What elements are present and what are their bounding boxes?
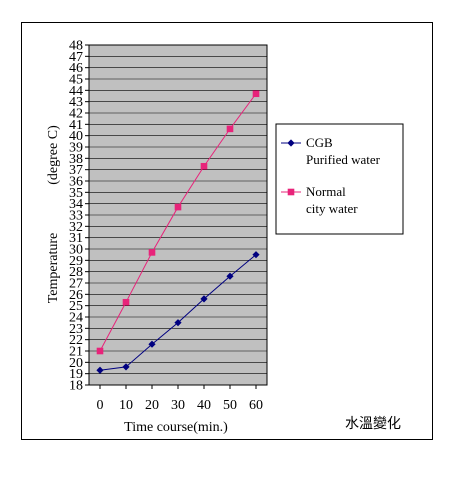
y-tick-label: 44 bbox=[69, 84, 83, 99]
legend: CGB Purified water Normal city water bbox=[275, 123, 404, 235]
data-point bbox=[122, 298, 130, 306]
y-tick-label: 48 bbox=[69, 39, 83, 54]
series-lines bbox=[96, 90, 260, 374]
y-tick-label: 36 bbox=[69, 175, 83, 190]
legend-marker bbox=[287, 139, 295, 147]
y-tick-label: 23 bbox=[69, 322, 83, 337]
series-2 bbox=[96, 90, 260, 355]
series-1 bbox=[96, 251, 260, 374]
x-tick-label: 60 bbox=[249, 398, 263, 413]
y-tick-label: 20 bbox=[69, 356, 83, 371]
x-tick-label: 10 bbox=[119, 398, 133, 413]
data-point bbox=[122, 363, 130, 371]
chart-annotation: 水溫變化 bbox=[345, 416, 401, 432]
legend-item-2: Normal city water bbox=[281, 184, 358, 216]
data-point bbox=[226, 125, 234, 133]
y-tick-label: 47 bbox=[69, 50, 83, 65]
x-axis-ticks: 0 10 20 30 40 50 60 bbox=[97, 385, 263, 413]
y-tick-label: 43 bbox=[69, 95, 83, 110]
legend-item-1: CGB Purified water bbox=[281, 135, 381, 167]
x-axis-title: Time course(min.) bbox=[124, 420, 228, 435]
y-axis-title: Temperature bbox=[46, 233, 61, 304]
y-tick-label: 45 bbox=[69, 73, 83, 88]
y-tick-label: 28 bbox=[69, 265, 83, 280]
y-tick-label: 37 bbox=[69, 163, 83, 178]
y-axis-ticks: 1819202122232425262728293031323334353637… bbox=[69, 39, 89, 394]
y-tick-label: 33 bbox=[69, 209, 83, 224]
legend-label: Normal bbox=[306, 184, 346, 199]
y-axis-unit: (degree C) bbox=[46, 125, 61, 185]
y-tick-label: 34 bbox=[69, 197, 83, 212]
y-tick-label: 40 bbox=[69, 129, 83, 144]
y-tick-label: 46 bbox=[69, 61, 83, 76]
y-tick-label: 38 bbox=[69, 152, 83, 167]
data-point bbox=[226, 272, 234, 280]
y-tick-label: 26 bbox=[69, 288, 83, 303]
x-tick-label: 0 bbox=[97, 398, 104, 413]
y-tick-label: 19 bbox=[69, 367, 83, 382]
data-point bbox=[96, 347, 104, 355]
legend-items: CGB Purified water Normal city water bbox=[281, 135, 381, 216]
y-tick-label: 39 bbox=[69, 141, 83, 156]
y-tick-label: 27 bbox=[69, 277, 83, 292]
x-tick-label: 20 bbox=[145, 398, 159, 413]
y-tick-label: 41 bbox=[69, 118, 83, 133]
legend-label: CGB bbox=[306, 135, 333, 150]
data-point bbox=[148, 249, 156, 256]
y-tick-label: 30 bbox=[69, 243, 83, 258]
y-tick-label: 21 bbox=[69, 345, 83, 360]
data-point bbox=[200, 295, 208, 303]
x-tick-label: 30 bbox=[171, 398, 185, 413]
y-tick-label: 18 bbox=[69, 379, 83, 394]
legend-marker bbox=[287, 188, 295, 196]
y-tick-label: 24 bbox=[69, 311, 83, 326]
data-point bbox=[174, 319, 182, 327]
x-tick-label: 40 bbox=[197, 398, 211, 413]
data-point bbox=[96, 366, 104, 374]
data-point bbox=[252, 251, 260, 259]
y-tick-label: 25 bbox=[69, 299, 83, 314]
legend-label: city water bbox=[306, 201, 358, 216]
data-point bbox=[200, 162, 208, 170]
x-tick-label: 50 bbox=[223, 398, 237, 413]
y-tick-label: 35 bbox=[69, 186, 83, 201]
y-tick-label: 22 bbox=[69, 333, 83, 348]
y-tick-label: 31 bbox=[69, 231, 83, 246]
data-point bbox=[174, 203, 182, 211]
y-tick-label: 42 bbox=[69, 107, 83, 122]
data-point bbox=[252, 90, 260, 98]
y-tick-label: 29 bbox=[69, 254, 83, 269]
y-tick-label: 32 bbox=[69, 220, 83, 235]
legend-box bbox=[275, 123, 404, 235]
data-point bbox=[148, 340, 156, 348]
legend-label: Purified water bbox=[306, 152, 381, 167]
